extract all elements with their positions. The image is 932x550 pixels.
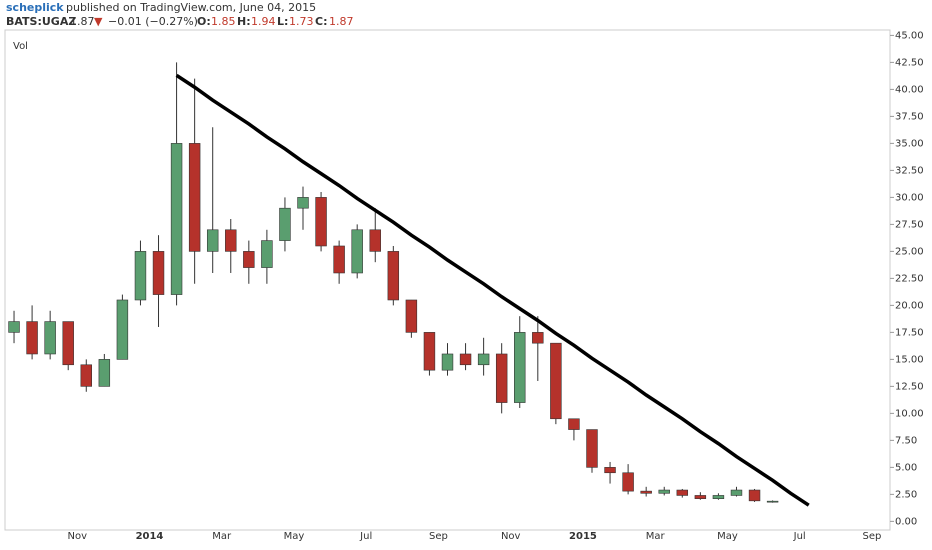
- candle-body: [261, 240, 273, 268]
- candle-body: [188, 143, 201, 252]
- candle-body: [80, 364, 92, 387]
- x-tick-label: Sep: [429, 531, 448, 542]
- x-tick-label: Nov: [67, 531, 87, 542]
- symbol: BATS:UGAZ: [6, 15, 76, 28]
- candle-body: [640, 490, 652, 494]
- x-tick-label: 2015: [569, 531, 597, 542]
- y-tick-label: 25.00: [895, 246, 924, 257]
- candle-body: [116, 299, 129, 360]
- close: 1.87: [329, 15, 354, 28]
- x-tick-label: May: [717, 531, 738, 542]
- header: scheplick published on TradingView.com, …: [6, 1, 354, 28]
- y-tick-label: 20.00: [895, 300, 924, 311]
- y-tick-label: 17.50: [895, 327, 924, 338]
- close-label: C:: [315, 15, 327, 28]
- x-tick-label: Mar: [212, 531, 232, 542]
- candle-body: [369, 229, 381, 252]
- candle-body: [441, 353, 454, 371]
- candle-body: [297, 197, 309, 209]
- candle-body: [44, 321, 56, 355]
- candle-body: [62, 321, 74, 366]
- candle-body: [694, 495, 707, 499]
- y-tick-label: 40.00: [895, 84, 924, 95]
- candle-body: [170, 143, 183, 295]
- x-tick-label: Mar: [646, 531, 666, 542]
- last: 1.87: [70, 15, 95, 28]
- candle-body: [532, 332, 544, 344]
- candle-body: [622, 472, 634, 492]
- y-tick-label: 7.50: [895, 435, 917, 446]
- candle-body: [748, 489, 761, 502]
- x-tick-label: Jul: [793, 531, 806, 542]
- y-tick-label: 35.00: [895, 138, 924, 149]
- y-tick-label: 37.50: [895, 111, 924, 122]
- candle-body: [586, 429, 598, 468]
- candle-body: [658, 489, 670, 494]
- x-tick-label: Jul: [359, 531, 372, 542]
- published: published on TradingView.com, June 04, 2…: [66, 1, 316, 14]
- low: 1.73: [289, 15, 314, 28]
- y-tick-label: 32.50: [895, 165, 924, 176]
- candle-body: [712, 495, 725, 499]
- candle-body: [477, 353, 490, 366]
- y-tick-label: 30.00: [895, 192, 924, 203]
- y-tick-label: 10.00: [895, 408, 924, 419]
- x-tick-label: 2014: [136, 531, 164, 542]
- y-tick-label: 15.00: [895, 354, 924, 365]
- candle-body: [387, 251, 400, 301]
- candle-body: [351, 229, 363, 274]
- plot-frame: [4, 29, 891, 531]
- candle-body: [315, 197, 327, 247]
- candle-body: [8, 321, 20, 333]
- candle-body: [225, 229, 237, 252]
- x-tick-label: Nov: [501, 531, 521, 542]
- candle-body: [98, 359, 111, 387]
- candle-body: [495, 353, 508, 403]
- candle-body: [766, 500, 779, 503]
- pane-label: Vol: [13, 41, 28, 52]
- y-tick-label: 12.50: [895, 381, 924, 392]
- candle-body: [405, 299, 418, 333]
- y-tick-label: 27.50: [895, 219, 924, 230]
- change: −0.01 (−0.27%): [108, 15, 198, 28]
- candle-body: [243, 251, 255, 268]
- candle-body: [730, 489, 743, 496]
- candle-body: [423, 332, 436, 371]
- candle-body: [26, 321, 38, 355]
- arrow: ▼: [94, 15, 103, 28]
- high: 1.94: [251, 15, 276, 28]
- candle-body: [333, 245, 345, 274]
- candle-body: [134, 251, 147, 301]
- y-tick-label: 2.50: [895, 489, 917, 500]
- y-tick-label: 22.50: [895, 273, 924, 284]
- candle-body: [568, 418, 580, 430]
- candle-body: [152, 251, 165, 295]
- high-label: H:: [237, 15, 251, 28]
- candle-body: [514, 332, 526, 403]
- candle-body: [206, 229, 219, 252]
- x-tick-label: May: [284, 531, 305, 542]
- y-tick-label: 0.00: [895, 516, 917, 527]
- x-tick-label: Sep: [863, 531, 882, 542]
- open: 1.85: [211, 15, 236, 28]
- low-label: L:: [277, 15, 288, 28]
- candle-body: [550, 342, 562, 420]
- author[interactable]: scheplick: [6, 1, 64, 14]
- candle-body: [676, 489, 689, 496]
- candle-body: [279, 207, 291, 241]
- trendline: [175, 73, 810, 507]
- y-tick-label: 45.00: [895, 30, 924, 41]
- candle-body: [459, 353, 472, 366]
- y-tick-label: 42.50: [895, 57, 924, 68]
- candle-body: [604, 467, 616, 474]
- y-tick-label: 5.00: [895, 462, 917, 473]
- open-label: O:: [197, 15, 211, 28]
